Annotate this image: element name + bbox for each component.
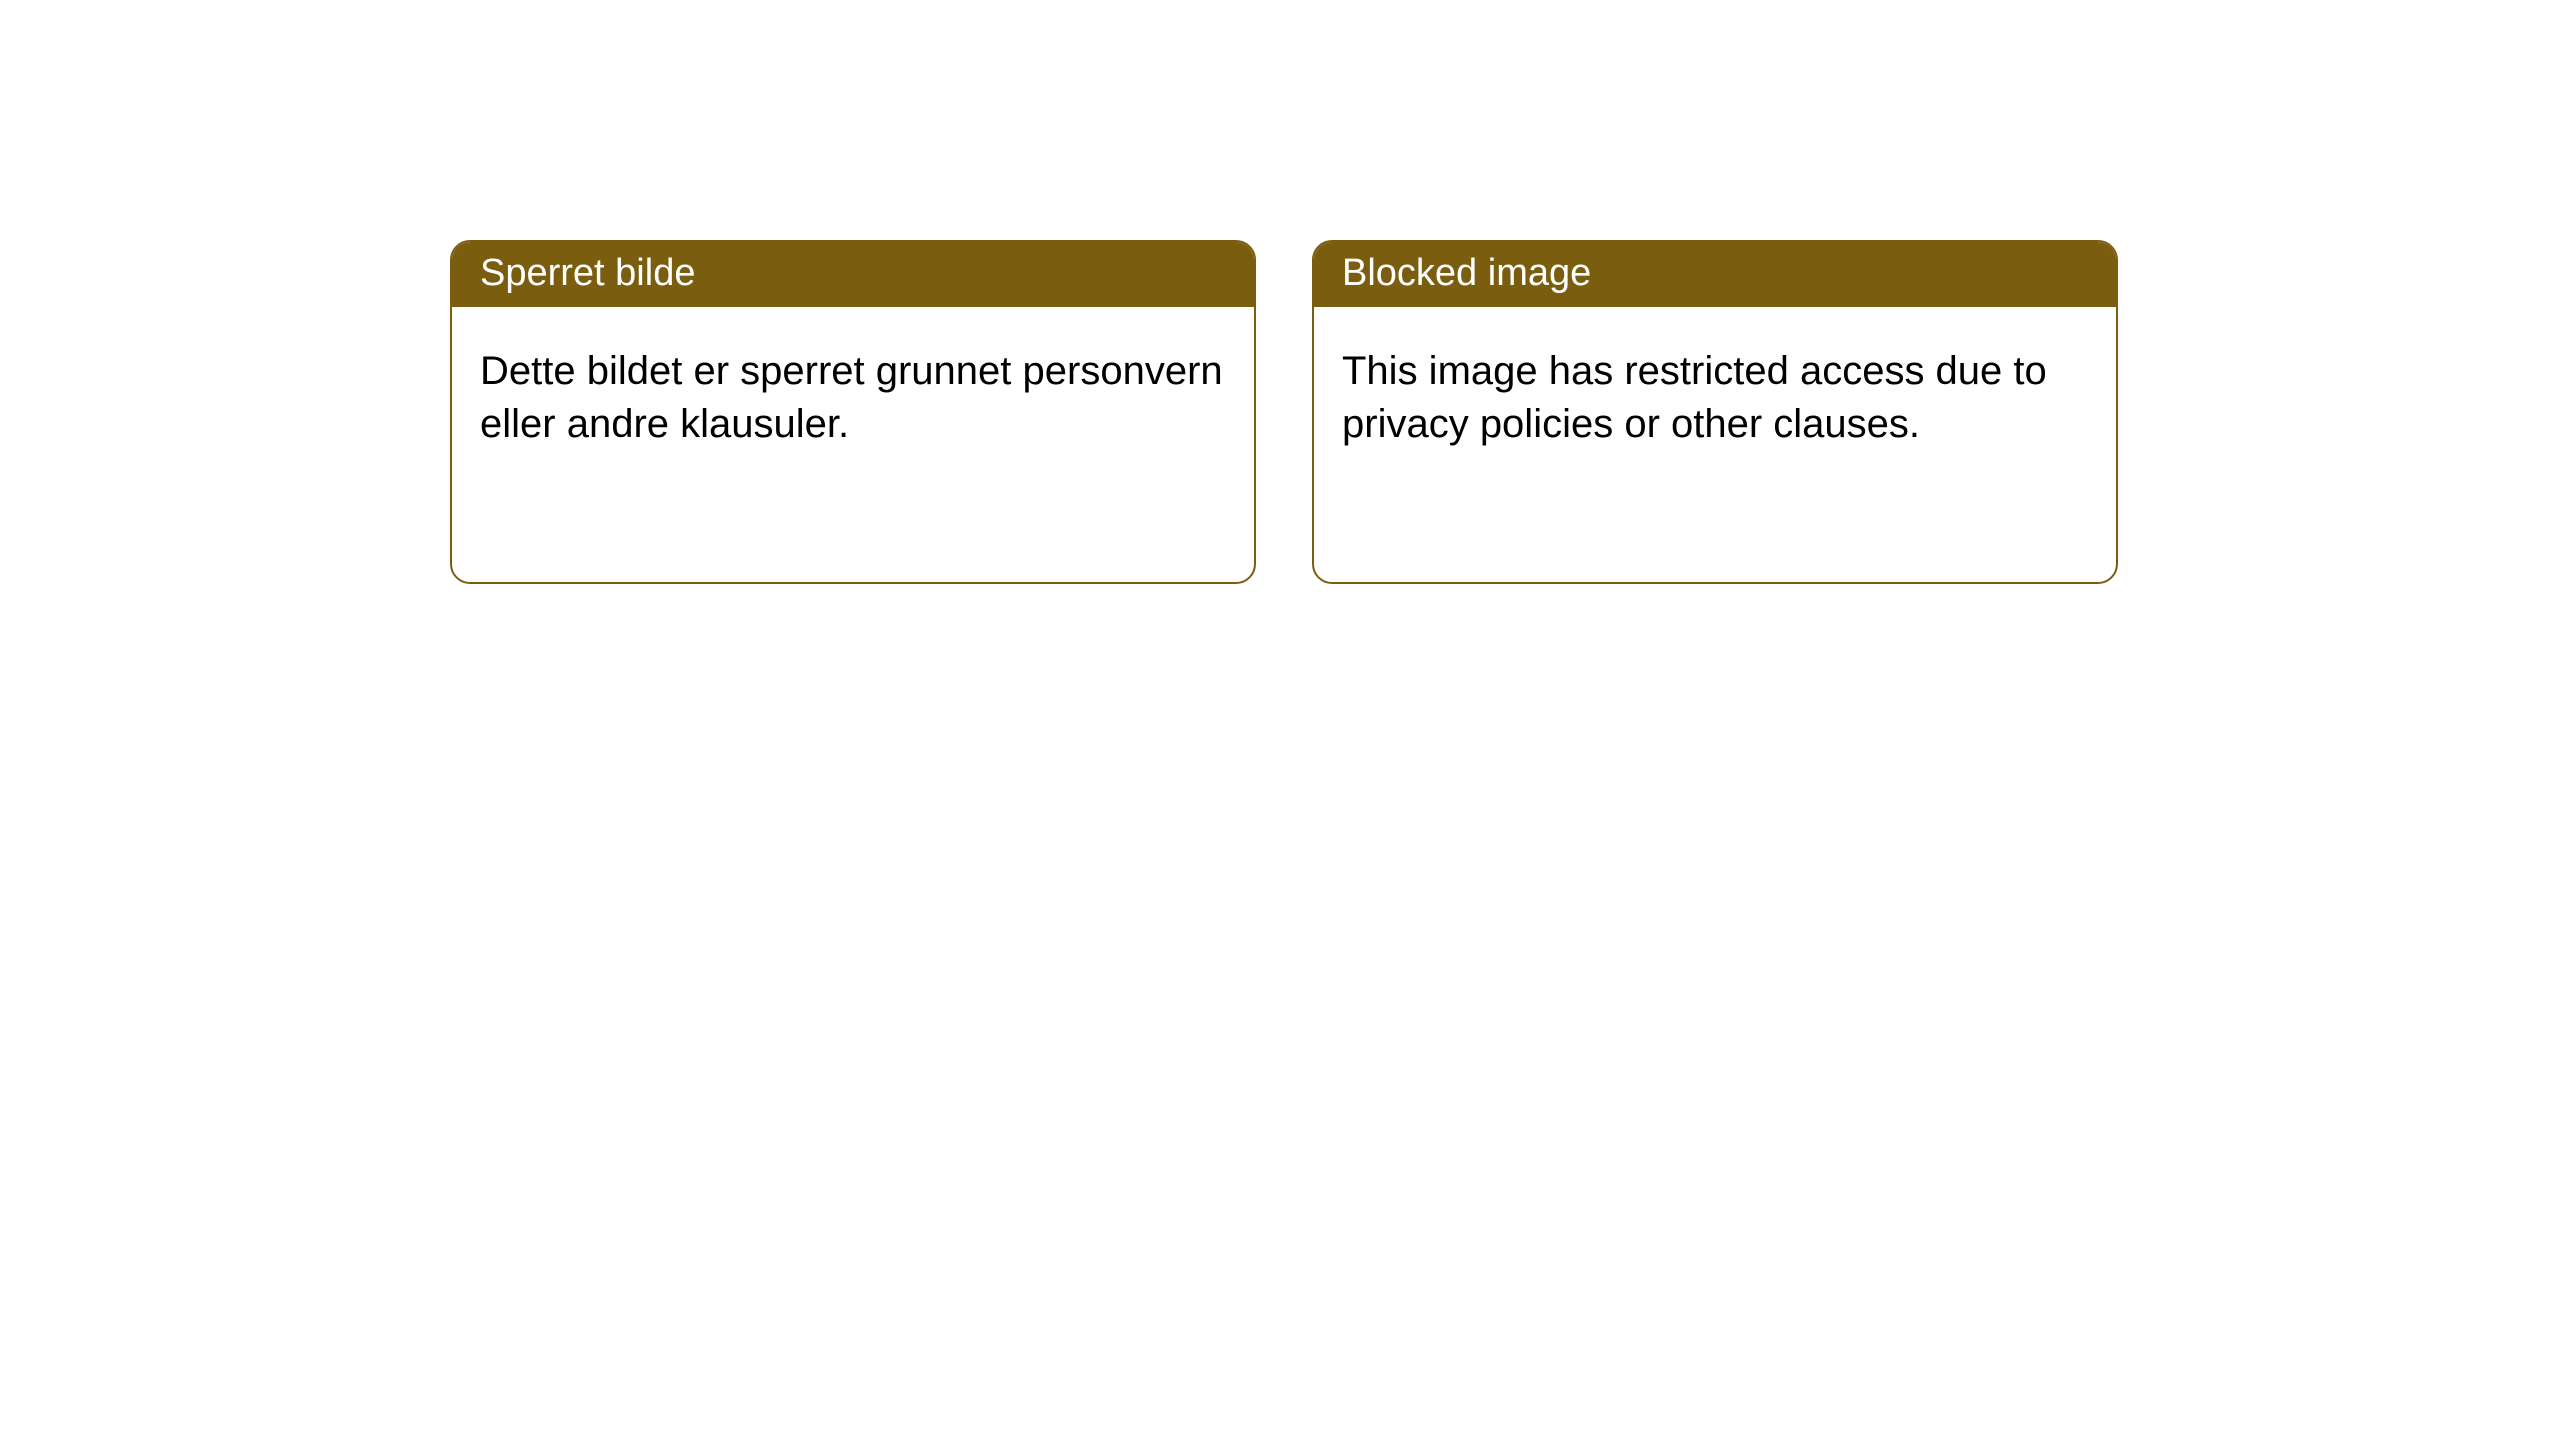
card-header: Blocked image <box>1314 242 2116 307</box>
card-title: Sperret bilde <box>480 252 695 294</box>
card-title: Blocked image <box>1342 252 1591 294</box>
notice-container: Sperret bilde Dette bildet er sperret gr… <box>0 0 2560 584</box>
blocked-image-card-no: Sperret bilde Dette bildet er sperret gr… <box>450 240 1256 584</box>
card-body: This image has restricted access due to … <box>1314 307 2116 582</box>
card-body-text: This image has restricted access due to … <box>1342 349 2047 446</box>
card-body-text: Dette bildet er sperret grunnet personve… <box>480 349 1223 446</box>
card-body: Dette bildet er sperret grunnet personve… <box>452 307 1254 582</box>
blocked-image-card-en: Blocked image This image has restricted … <box>1312 240 2118 584</box>
card-header: Sperret bilde <box>452 242 1254 307</box>
